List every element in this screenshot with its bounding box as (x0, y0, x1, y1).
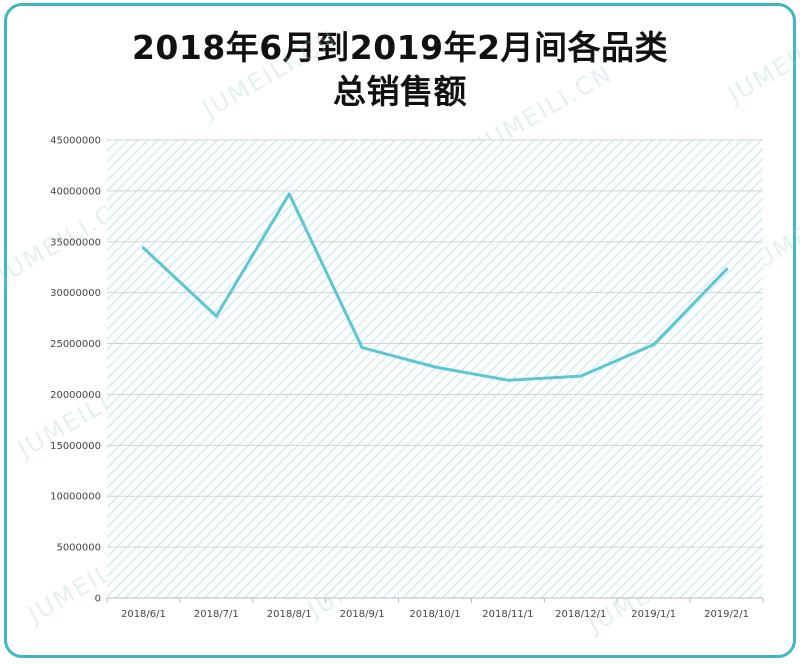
y-axis-ticks: 0 5000000 10000000 15000000 20000000 25000000… (50, 136, 101, 605)
x-axis-ticks: 2018/6/1 2018/7/1 2018/8/1 2018/9/1 2018/10/… (106, 598, 764, 620)
y-tick-label: 15000000 (50, 441, 101, 452)
x-tick-label: 2018/7/1 (194, 609, 239, 620)
x-tick-label: 2018/8/1 (267, 609, 312, 620)
y-tick-label: 30000000 (50, 288, 101, 299)
y-tick-label: 0 (95, 594, 101, 605)
data-point (725, 267, 729, 271)
plot-background (107, 140, 763, 598)
data-point (433, 365, 437, 369)
chart-title-line2: 总销售额 (333, 72, 467, 111)
y-tick-label: 5000000 (56, 543, 101, 554)
gridlines (107, 139, 763, 599)
data-point (214, 314, 218, 318)
series-line (141, 192, 729, 382)
data-point (506, 378, 510, 382)
y-tick-label: 25000000 (50, 339, 101, 350)
chart-title-line1: 2018年6月到2019年2月间各品类 (131, 28, 669, 67)
data-point (360, 346, 364, 350)
y-tick-label: 20000000 (50, 390, 101, 401)
chart-title: 2018年6月到2019年2月间各品类 总销售额 (0, 26, 800, 114)
data-point (287, 192, 291, 196)
x-tick-label: 2018/11/1 (482, 609, 533, 620)
x-tick-label: 2018/9/1 (340, 609, 385, 620)
x-tick-label: 2018/12/1 (555, 609, 606, 620)
data-point (652, 343, 656, 347)
x-tick-label: 2018/10/1 (409, 609, 460, 620)
x-tick-label: 2019/2/1 (704, 609, 749, 620)
x-tick-label: 2019/1/1 (631, 609, 676, 620)
y-tick-label: 35000000 (50, 237, 101, 248)
data-point (579, 374, 583, 378)
y-tick-label: 10000000 (50, 492, 101, 503)
plot-area (107, 140, 763, 598)
y-tick-label: 40000000 (50, 186, 101, 197)
x-tick-label: 2018/6/1 (121, 609, 166, 620)
y-tick-label: 45000000 (50, 136, 101, 147)
data-point (141, 246, 145, 250)
